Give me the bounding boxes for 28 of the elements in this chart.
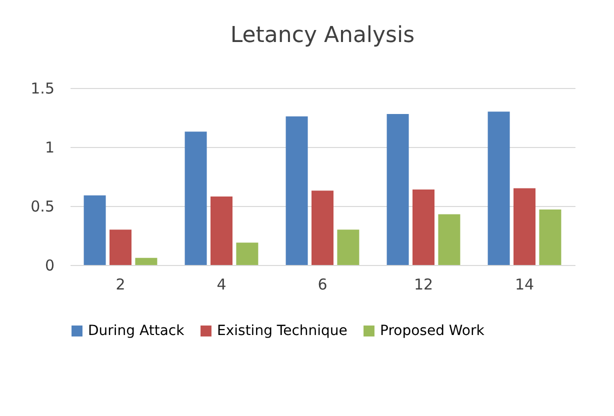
y-tick-label: 0.5	[30, 198, 54, 216]
bar	[312, 190, 334, 265]
bar	[412, 189, 434, 265]
y-tick-label: 1.5	[30, 80, 54, 98]
bar	[84, 195, 106, 265]
bar	[386, 114, 409, 265]
y-tick-label: 0	[44, 256, 54, 274]
bar	[337, 230, 360, 265]
x-tick-label: 2	[116, 276, 126, 294]
bar	[286, 116, 308, 265]
x-tick-label: 4	[216, 276, 226, 294]
y-tick-label: 1	[44, 138, 54, 156]
x-tick-label: 6	[318, 276, 328, 294]
bar	[236, 242, 258, 265]
legend-label: Existing Technique	[217, 323, 348, 339]
legend-label: Proposed Work	[380, 323, 486, 339]
bar	[184, 132, 207, 265]
bar	[110, 230, 132, 265]
bar	[488, 112, 510, 265]
x-tick-label: 12	[414, 276, 434, 294]
legend-label: During Attack	[88, 323, 186, 339]
bar	[438, 214, 460, 265]
bar	[514, 188, 536, 265]
chart-title: Letancy Analysis	[230, 23, 415, 48]
bar	[539, 210, 562, 265]
bar	[135, 258, 158, 265]
x-tick-label: 14	[514, 276, 534, 294]
bar	[210, 196, 232, 265]
